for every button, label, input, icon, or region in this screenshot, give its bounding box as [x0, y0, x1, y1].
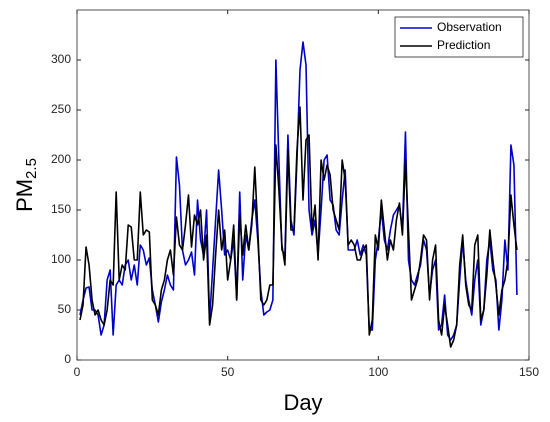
y-tick-label: 100	[51, 252, 71, 266]
x-axis-label: Day	[283, 390, 322, 415]
y-tick-label: 50	[58, 302, 72, 316]
x-tick-label: 100	[368, 365, 388, 379]
axes-box	[76, 9, 530, 361]
y-tick-label: 0	[64, 352, 71, 366]
legend-label: Prediction	[437, 38, 490, 52]
y-tick-label: 200	[51, 152, 71, 166]
y-axis-label-sub: 2.5	[23, 158, 40, 179]
x-tick-label: 50	[221, 365, 235, 379]
series-line	[79, 41, 518, 341]
y-tick-label: 150	[51, 202, 71, 216]
legend-label: Observation	[437, 20, 502, 34]
x-tick-label: 0	[74, 365, 81, 379]
y-tick-label: 250	[51, 102, 71, 116]
y-axis-label: PM2.5	[12, 158, 40, 212]
x-tick-label: 150	[519, 365, 539, 379]
legend: Observation Prediction	[394, 16, 524, 58]
y-tick-label: 300	[51, 52, 71, 66]
series-line	[79, 106, 518, 348]
legend-box	[394, 16, 524, 58]
y-axis-label-main: PM	[12, 179, 37, 212]
